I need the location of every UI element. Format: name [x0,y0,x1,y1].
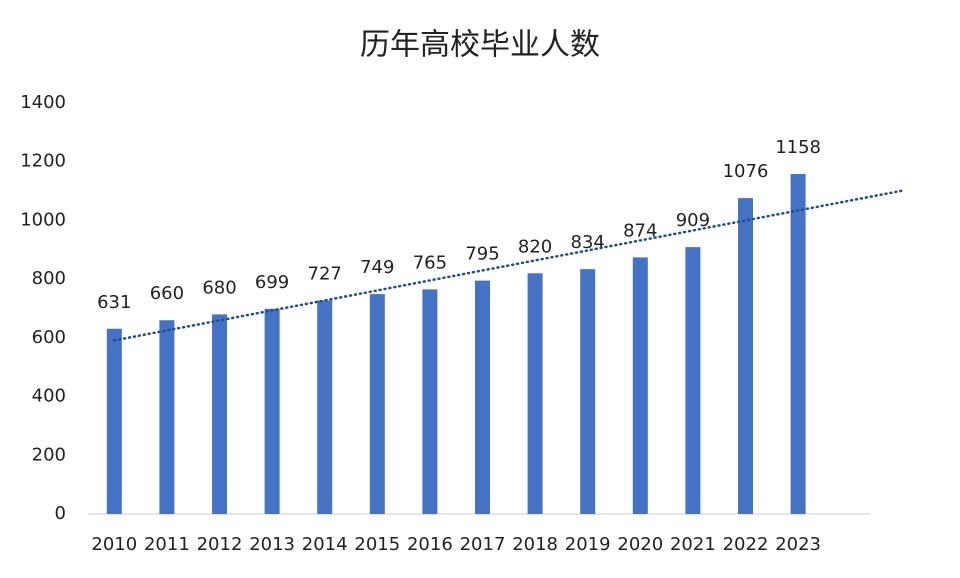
data-label: 820 [518,236,552,257]
x-tick-label: 2022 [723,534,769,555]
x-tick-label: 2017 [460,534,506,555]
chart-title: 历年高校毕业人数 [360,28,600,63]
x-tick-label: 2014 [302,534,348,555]
x-tick-label: 2010 [91,534,137,555]
data-label: 874 [623,220,657,241]
x-tick-label: 2012 [197,534,243,555]
x-tick-label: 2013 [249,534,295,555]
x-tick-label: 2016 [407,534,453,555]
bar [422,289,438,514]
y-tick-label: 1000 [20,209,66,230]
data-label: 909 [676,210,710,231]
bar [527,273,543,514]
x-tick-label: 2019 [565,534,611,555]
bar [790,174,806,514]
data-label: 795 [465,244,499,265]
bar [264,308,280,514]
x-tick-label: 2011 [144,534,190,555]
y-tick-label: 600 [32,327,66,348]
bar [632,257,648,514]
y-tick-label: 0 [55,503,66,524]
bar [317,300,333,514]
x-tick-label: 2023 [775,534,821,555]
y-tick-label: 1200 [20,151,66,172]
x-tick-label: 2015 [354,534,400,555]
data-label: 1076 [723,161,769,182]
bar [738,198,753,515]
data-label: 765 [413,252,447,273]
bar [369,294,385,514]
data-label: 1158 [775,137,821,158]
data-label: 660 [150,283,184,304]
x-tick-label: 2018 [512,534,558,555]
data-label: 699 [255,272,289,293]
bar [212,314,227,514]
data-label: 680 [202,277,236,298]
data-label: 727 [308,264,342,285]
y-tick-label: 200 [32,444,66,465]
x-tick-label: 2020 [617,534,663,555]
y-tick-label: 400 [32,386,66,407]
y-tick-label: 800 [32,268,66,289]
x-tick-label: 2021 [670,534,716,555]
bar [580,269,596,514]
trend-line [113,189,905,342]
bar [106,328,122,514]
bar [475,280,490,514]
data-label: 631 [97,292,131,313]
bar [685,247,701,515]
bar [159,320,175,514]
y-tick-label: 1400 [20,92,66,113]
data-label: 749 [360,257,394,278]
